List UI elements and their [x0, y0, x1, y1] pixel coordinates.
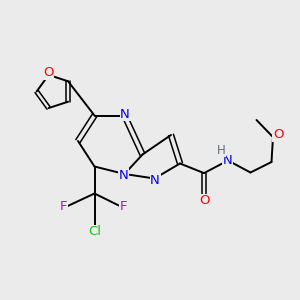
Text: F: F [120, 200, 127, 213]
Text: N: N [150, 173, 160, 187]
Text: Cl: Cl [88, 225, 101, 239]
Text: O: O [199, 194, 210, 208]
Text: H: H [217, 143, 226, 157]
Text: N: N [118, 169, 128, 182]
Text: O: O [273, 128, 284, 141]
Text: F: F [60, 200, 68, 213]
Text: N: N [120, 108, 130, 121]
Text: N: N [223, 154, 232, 167]
Text: O: O [43, 66, 53, 79]
